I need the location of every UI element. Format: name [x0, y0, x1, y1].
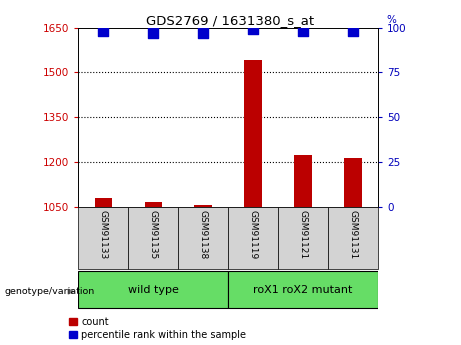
Text: GDS2769 / 1631380_s_at: GDS2769 / 1631380_s_at — [147, 14, 314, 27]
Text: roX1 roX2 mutant: roX1 roX2 mutant — [254, 285, 353, 295]
Text: GSM91119: GSM91119 — [248, 210, 258, 259]
Bar — [295, 155, 312, 207]
Point — [249, 27, 257, 32]
Text: GSM91135: GSM91135 — [149, 210, 158, 259]
Point — [149, 30, 157, 36]
Bar — [178, 207, 228, 269]
Text: GSM91131: GSM91131 — [349, 210, 358, 259]
Text: GSM91121: GSM91121 — [299, 210, 307, 259]
Bar — [128, 207, 178, 269]
Point — [349, 28, 357, 34]
Bar — [145, 201, 162, 207]
Text: %: % — [386, 15, 396, 25]
Bar — [95, 198, 112, 207]
Bar — [244, 60, 262, 207]
Text: GSM91138: GSM91138 — [199, 210, 208, 259]
Bar — [228, 207, 278, 269]
Point — [300, 28, 307, 34]
Bar — [78, 271, 228, 308]
Bar — [228, 271, 378, 308]
Bar — [195, 205, 212, 207]
Point — [100, 28, 107, 34]
Text: GSM91133: GSM91133 — [99, 210, 108, 259]
Point — [200, 30, 207, 36]
Text: genotype/variation: genotype/variation — [5, 287, 95, 296]
Bar — [344, 158, 362, 207]
Bar — [78, 207, 128, 269]
Bar — [278, 207, 328, 269]
Text: wild type: wild type — [128, 285, 179, 295]
Legend: count, percentile rank within the sample: count, percentile rank within the sample — [70, 317, 246, 340]
Bar — [328, 207, 378, 269]
